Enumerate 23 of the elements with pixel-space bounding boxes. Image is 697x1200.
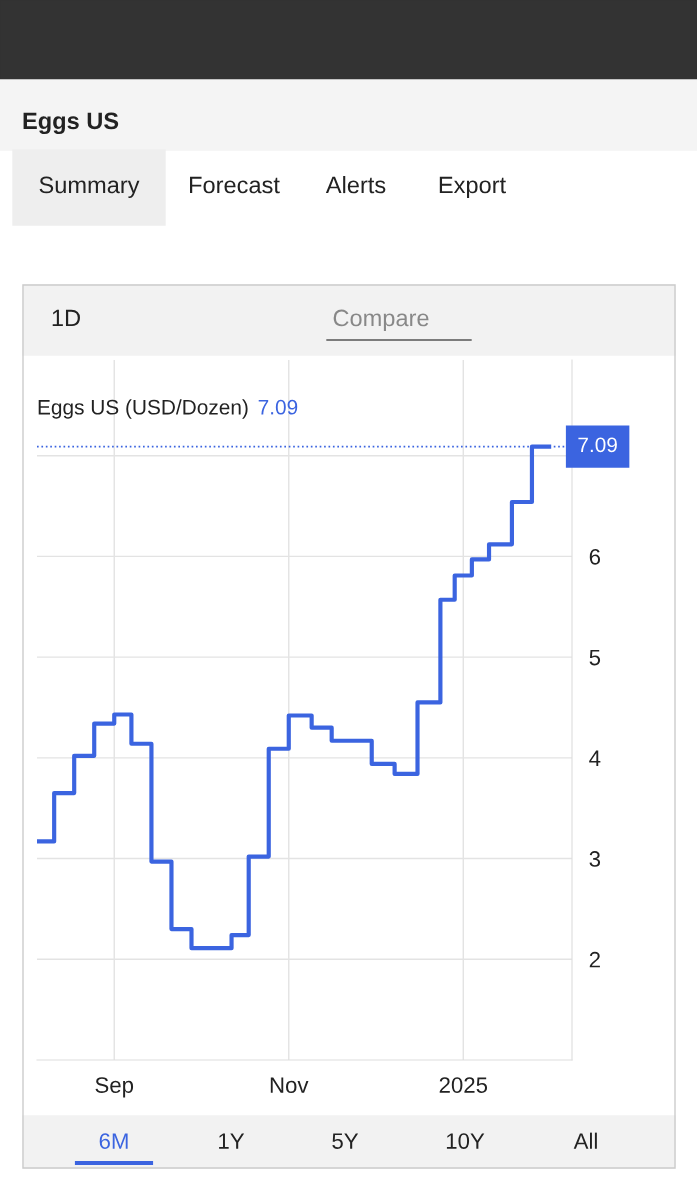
text: 10Y bbox=[446, 1133, 485, 1149]
text: 6M bbox=[99, 1133, 128, 1149]
y-tick-label: 6 bbox=[589, 548, 601, 565]
ref-line-label: 7.09 bbox=[578, 437, 617, 453]
y-tick-label: 2 bbox=[589, 951, 600, 968]
text: Alerts bbox=[325, 175, 386, 194]
text: Export bbox=[439, 176, 506, 198]
text: All bbox=[573, 1132, 597, 1149]
text: Compare bbox=[333, 309, 429, 332]
text: 1D bbox=[52, 309, 80, 327]
x-tick-label: 2025 bbox=[439, 1077, 488, 1093]
text: Forecast bbox=[190, 176, 280, 194]
text: Eggs US (USD/Dozen) bbox=[38, 399, 248, 419]
annotation: 7.09 bbox=[258, 399, 298, 415]
x-tick-label: Sep bbox=[95, 1077, 134, 1098]
y-tick-label: 3 bbox=[589, 851, 601, 867]
y-tick-label: 5 bbox=[589, 649, 601, 666]
text: Summary bbox=[39, 176, 140, 198]
text: 5Y bbox=[332, 1133, 359, 1149]
y-tick-label: 4 bbox=[589, 750, 601, 766]
text: 1Y bbox=[219, 1133, 245, 1149]
x-tick-label: Nov bbox=[270, 1077, 309, 1093]
chart-title: Eggs US bbox=[23, 112, 119, 134]
